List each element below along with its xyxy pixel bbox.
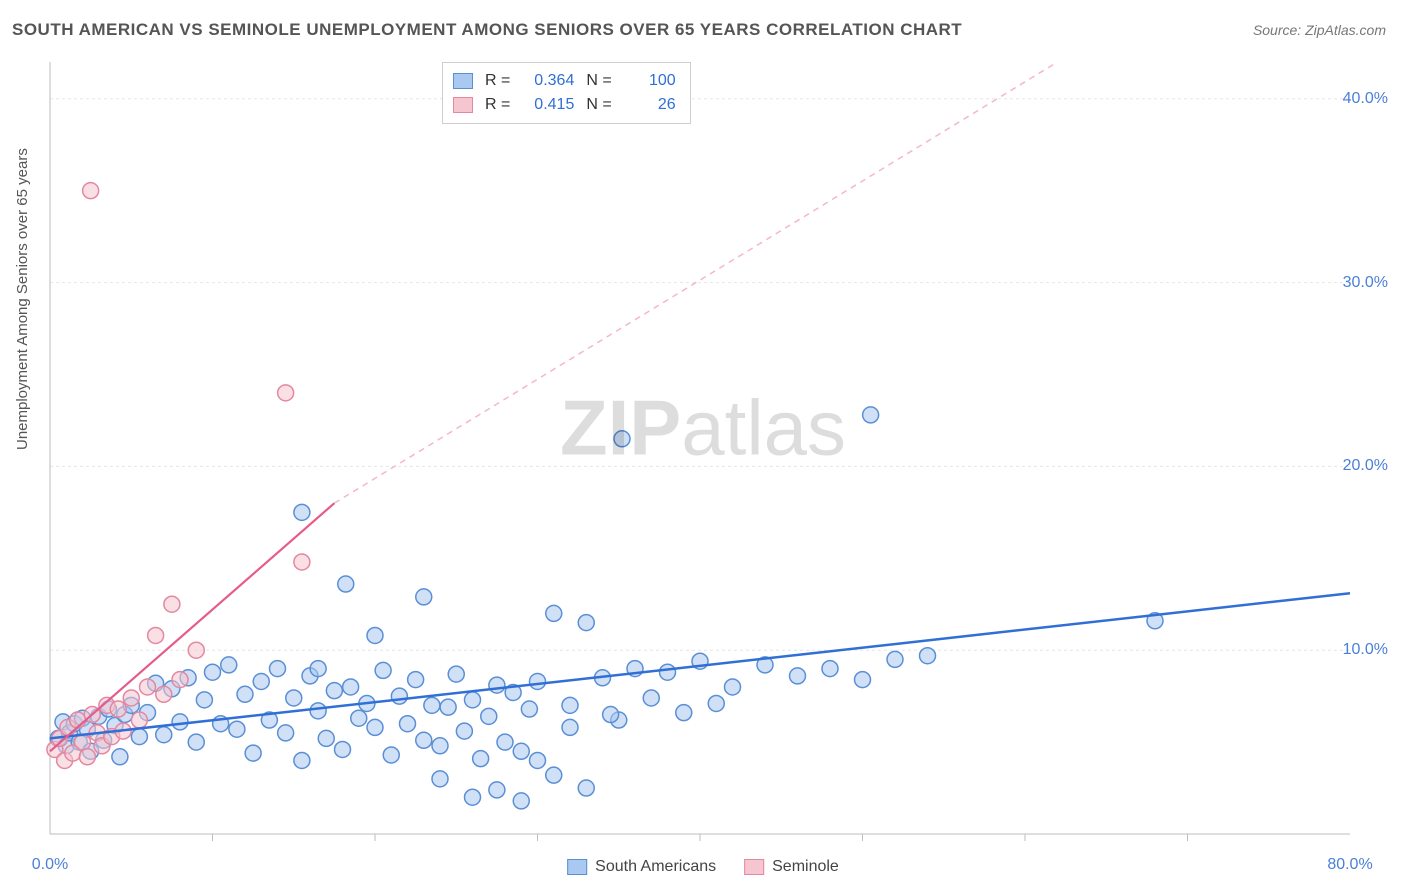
- source-credit: Source: ZipAtlas.com: [1253, 22, 1386, 38]
- stats-legend-row: R =0.415N =26: [453, 93, 676, 117]
- legend-swatch: [453, 73, 473, 89]
- chart-title: SOUTH AMERICAN VS SEMINOLE UNEMPLOYMENT …: [12, 20, 962, 40]
- scatter-plot-svg: [0, 0, 1406, 892]
- legend-swatch: [453, 97, 473, 113]
- legend-item: South Americans: [567, 858, 716, 876]
- x-tick-label: 80.0%: [1327, 856, 1372, 874]
- series-legend: South Americans Seminole: [567, 858, 839, 876]
- correlation-chart: SOUTH AMERICAN VS SEMINOLE UNEMPLOYMENT …: [0, 0, 1406, 892]
- legend-label: South Americans: [595, 858, 716, 876]
- y-tick-label: 40.0%: [1343, 90, 1388, 108]
- y-tick-label: 20.0%: [1343, 457, 1388, 475]
- legend-item: Seminole: [744, 858, 839, 876]
- legend-label: Seminole: [772, 858, 839, 876]
- y-axis-label: Unemployment Among Seniors over 65 years: [14, 148, 31, 450]
- stats-legend-row: R =0.364N =100: [453, 69, 676, 93]
- legend-swatch: [744, 859, 764, 875]
- y-tick-label: 30.0%: [1343, 274, 1388, 292]
- x-tick-label: 0.0%: [32, 856, 68, 874]
- legend-swatch: [567, 859, 587, 875]
- stats-legend: R =0.364N =100R =0.415N =26: [442, 62, 691, 124]
- y-tick-label: 10.0%: [1343, 641, 1388, 659]
